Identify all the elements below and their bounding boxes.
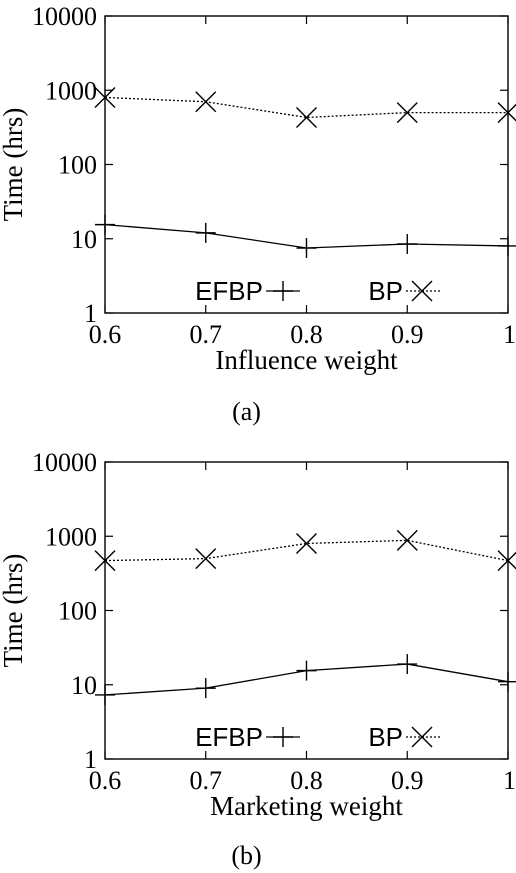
legend: EFBP BP [195, 276, 440, 306]
data-point-bp [94, 86, 116, 108]
x-tick-label: 0.9 [391, 320, 424, 349]
x-tick-label: 0.8 [290, 320, 323, 349]
marker-stroke [411, 726, 433, 748]
series-efbp [95, 654, 516, 705]
y-tick-label: 1 [84, 299, 97, 328]
y-tick-label: 1000 [45, 76, 97, 105]
marker-stroke [94, 86, 116, 108]
data-point-efbp [397, 654, 418, 675]
y-tick-label: 10000 [32, 448, 97, 477]
marker-stroke [296, 106, 317, 128]
y-tick-label: 10 [71, 671, 97, 700]
legend-marker-bp [411, 726, 433, 748]
legend-marker-efbp [273, 727, 293, 747]
y-tick-label: 10000 [32, 2, 97, 31]
legend: EFBP BP [195, 722, 440, 752]
legend-label-bp: BP [368, 276, 403, 306]
y-axis-label: Time (hrs) [0, 108, 28, 222]
series-bp [94, 529, 516, 572]
marker-stroke [296, 532, 317, 554]
chart-panel-b: 1 10 100 1000 10000 0.6 0.7 0.8 0.9 1 Marketing we… [0, 448, 516, 870]
y-tick-label: 100 [58, 597, 97, 626]
data-point-efbp [195, 678, 216, 699]
legend-label-efbp: EFBP [195, 722, 263, 752]
data-point-bp [497, 102, 516, 124]
x-tick-label: 0.6 [89, 766, 122, 795]
data-point-bp [296, 532, 317, 554]
data-point-bp [195, 91, 217, 113]
y-tick-label: 1 [84, 745, 97, 774]
y-tick-label: 10 [71, 225, 97, 254]
x-tick-label: 0.9 [391, 766, 424, 795]
x-tick-label: 1 [503, 320, 516, 349]
x-tick-label: 1 [503, 766, 516, 795]
marker-stroke [411, 280, 433, 302]
series-line-bp [104, 96, 508, 119]
series-efbp [95, 214, 516, 259]
x-tick-label: 0.6 [89, 320, 122, 349]
data-point-efbp [498, 671, 516, 692]
legend-label-bp: BP [368, 722, 403, 752]
marker-stroke [195, 91, 217, 113]
legend-marker-efbp [273, 281, 293, 301]
data-point-bp [396, 529, 418, 551]
x-axis-label: Influence weight [215, 345, 398, 375]
figure-caption: (a) [232, 397, 261, 426]
figure-caption: (b) [231, 841, 261, 870]
data-point-efbp [95, 684, 115, 705]
data-point-efbp [498, 235, 516, 256]
plot-frame [104, 461, 509, 760]
marker-stroke [94, 550, 116, 572]
legend-label-efbp: EFBP [195, 276, 263, 306]
x-tick-label: 0.8 [290, 766, 323, 795]
legend-marker-bp [411, 280, 433, 302]
data-point-bp [195, 548, 217, 570]
data-point-bp [396, 102, 418, 124]
series-line-bp [104, 539, 509, 562]
data-point-bp [296, 106, 317, 128]
data-point-bp [94, 550, 116, 572]
marker-stroke [497, 551, 516, 572]
y-tick-label: 1000 [45, 522, 97, 551]
marker-stroke [396, 102, 418, 124]
marker-stroke [497, 103, 516, 124]
data-point-efbp [397, 233, 418, 254]
x-tick-label: 0.7 [190, 320, 223, 349]
data-point-bp [497, 550, 516, 572]
y-axis-label: Time (hrs) [0, 554, 28, 668]
data-point-efbp [195, 222, 216, 243]
data-point-efbp [296, 660, 317, 681]
plot-frame [104, 15, 509, 314]
x-tick-label: 0.7 [190, 766, 223, 795]
chart-panel-a: 1 10 100 1000 10000 0.6 0.7 0.8 0.9 1 Influence we… [0, 2, 516, 426]
marker-stroke [396, 529, 418, 551]
marker-stroke [195, 548, 217, 570]
series-bp [94, 86, 516, 128]
data-point-efbp [95, 214, 115, 235]
y-tick-label: 100 [58, 151, 97, 180]
x-axis-label: Marketing weight [210, 791, 403, 821]
data-point-efbp [296, 238, 317, 259]
